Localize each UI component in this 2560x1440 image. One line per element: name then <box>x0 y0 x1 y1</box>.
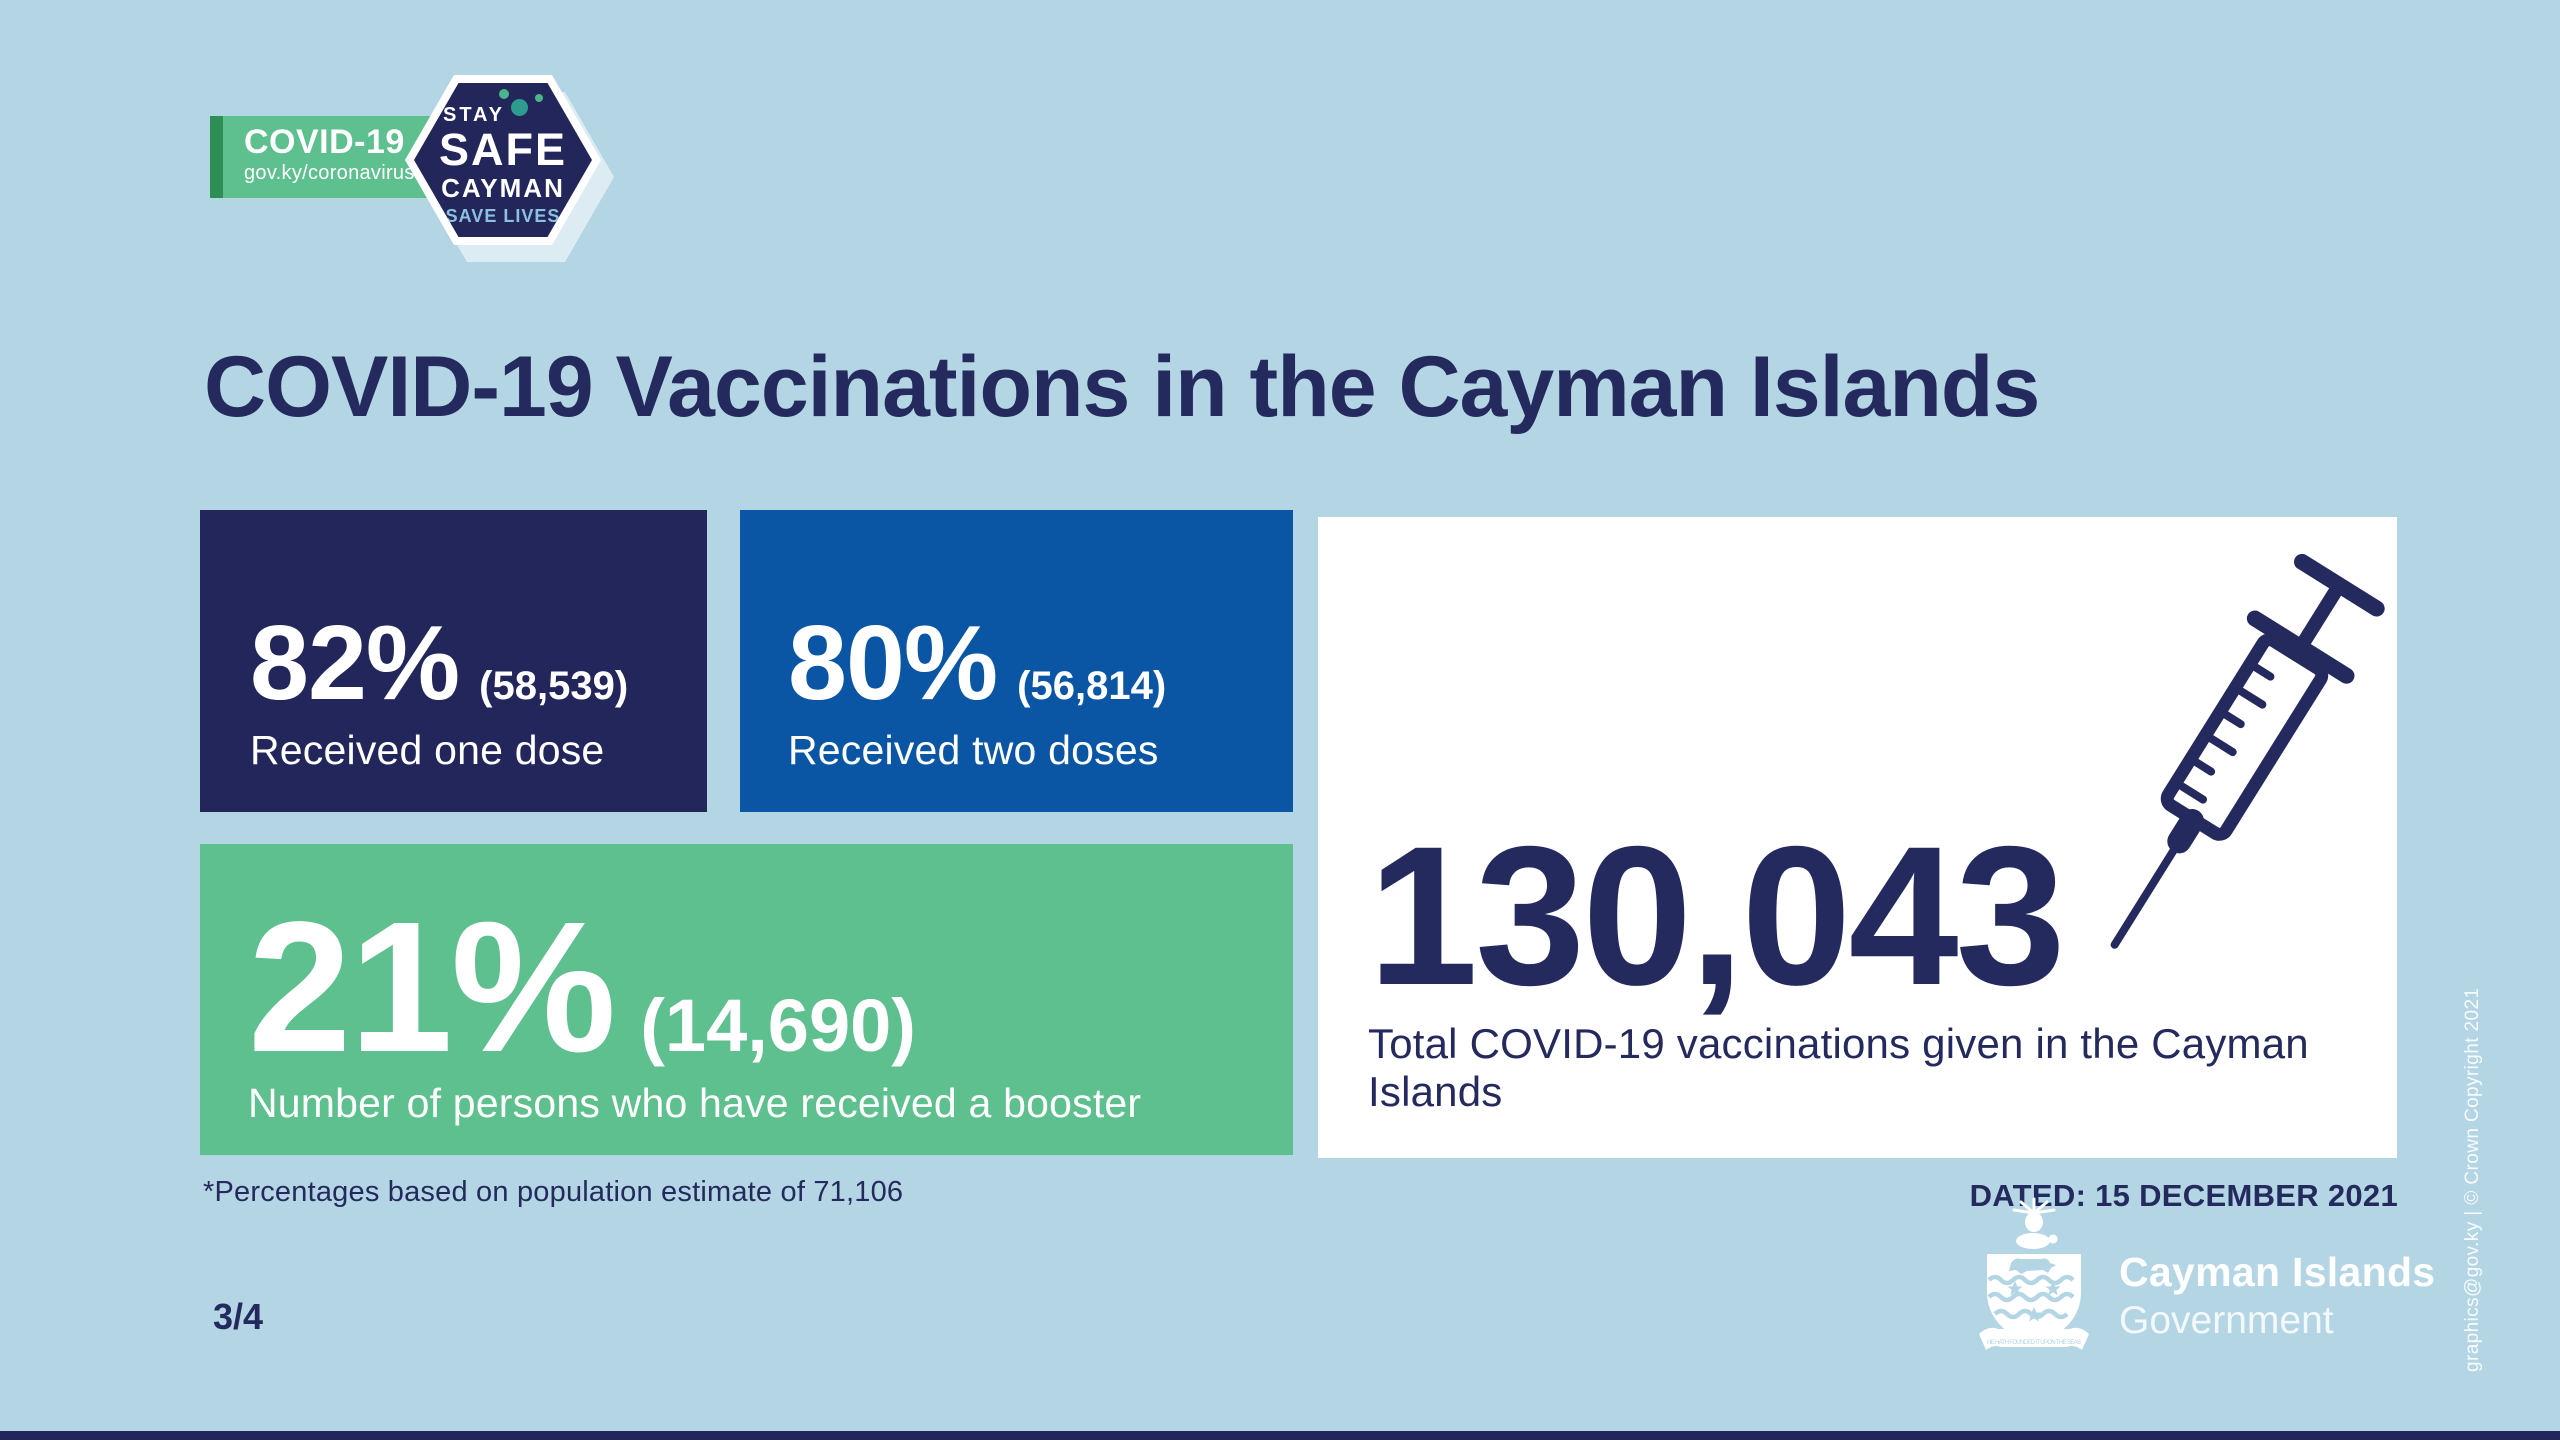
cayman-coat-of-arms-icon: HE HATH FOUNDED IT UPON THE SEAS <box>1979 1197 2089 1350</box>
badge-dot-icon <box>499 89 509 99</box>
gov-motto: HE HATH FOUNDED IT UPON THE SEAS <box>1987 1340 2081 1346</box>
one-dose-count: (58,539) <box>479 663 629 708</box>
ribbon-accent-stripe <box>210 116 223 198</box>
ribbon-text: COVID-19 gov.ky/coronavirus <box>244 123 415 185</box>
stat-card-one-dose: 82% (58,539) Received one dose <box>200 510 707 812</box>
page-title: COVID-19 Vaccinations in the Cayman Isla… <box>204 339 2040 435</box>
government-logo: HE HATH FOUNDED IT UPON THE SEAS Cayman … <box>1973 1196 2435 1364</box>
government-name: Cayman Islands <box>2119 1249 2436 1295</box>
badge-line-stay: STAY <box>442 104 506 126</box>
population-footnote: *Percentages based on population estimat… <box>203 1176 904 1208</box>
badge-line-cayman: CAYMAN <box>441 173 565 203</box>
badge-dot-icon <box>511 99 528 116</box>
stat-card-booster: 21% (14,690) Number of persons who have … <box>200 844 1293 1155</box>
one-dose-percent: 82% <box>250 603 460 722</box>
two-doses-percent: 80% <box>788 603 998 722</box>
booster-label: Number of persons who have received a bo… <box>248 1080 1142 1126</box>
government-subtitle: Government <box>2119 1299 2334 1342</box>
syringe-icon <box>2110 553 2385 949</box>
copyright-credit: graphics@gov.ky | © Crown Copyright 2021 <box>2462 987 2483 1372</box>
stat-row: 82% (58,539) <box>250 603 697 722</box>
one-dose-label: Received one dose <box>250 727 605 773</box>
stat-card-total-vaccinations: 130,043 Total COVID-19 vaccinations give… <box>1318 517 2397 1158</box>
stat-card-two-doses: 80% (56,814) Received two doses <box>740 510 1293 812</box>
ribbon-title: COVID-19 <box>244 123 405 161</box>
ribbon-url: gov.ky/coronavirus <box>244 162 415 185</box>
booster-count: (14,690) <box>640 984 916 1067</box>
total-vaccinations-value: 130,043 <box>1368 804 2066 1026</box>
two-doses-label: Received two doses <box>788 727 1159 773</box>
badge-dot-icon <box>535 94 543 102</box>
stat-row: 21% (14,690) <box>248 884 1283 1091</box>
stat-row: 80% (56,814) <box>788 603 1283 722</box>
badge-line-safe: SAFE <box>438 124 567 175</box>
footer-bar <box>0 1431 2560 1440</box>
total-vaccinations-label: Total COVID-19 vaccinations given in the… <box>1368 1020 2309 1115</box>
two-doses-count: (56,814) <box>1017 663 1167 708</box>
booster-percent: 21% <box>248 884 616 1091</box>
government-logo-text: Cayman Islands Government <box>2119 1249 2436 1342</box>
page-indicator: 3/4 <box>213 1296 264 1337</box>
badge-line-save-lives: SAVE LIVES <box>445 206 561 226</box>
